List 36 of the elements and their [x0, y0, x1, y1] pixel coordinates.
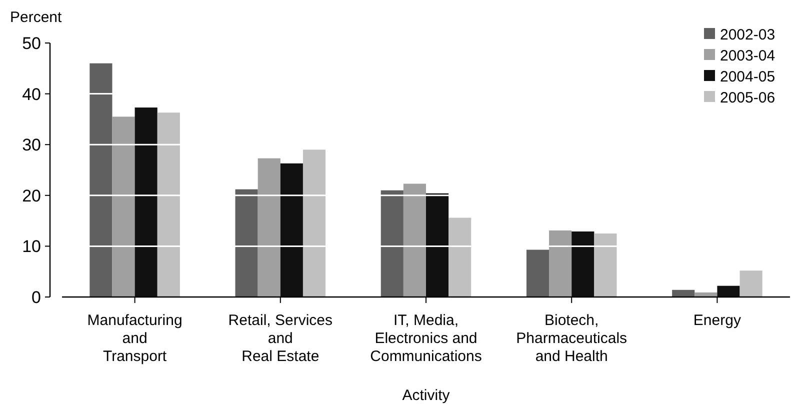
- y-tick-label: 50: [22, 34, 41, 53]
- bar: [134, 108, 158, 297]
- legend-label: 2002-03: [720, 26, 776, 44]
- bar: [672, 290, 695, 297]
- x-tick-label: Retail, Services and Real Estate: [228, 312, 332, 365]
- bar: [280, 163, 303, 297]
- y-tick-label: 0: [32, 288, 41, 307]
- bar: [112, 116, 135, 297]
- bar: [380, 190, 404, 297]
- x-tick-label: Energy: [693, 312, 742, 329]
- bar: [235, 189, 258, 297]
- bar: [157, 112, 180, 297]
- x-axis-title: Activity: [402, 387, 450, 404]
- bar: [526, 250, 550, 297]
- y-tick-label: 20: [22, 186, 41, 206]
- x-tick-label: Biotech, Pharmaceuticals and Health: [516, 312, 628, 365]
- bar: [594, 234, 617, 297]
- y-tick-label: 30: [22, 136, 41, 155]
- bar: [572, 231, 594, 297]
- bar: [740, 270, 762, 297]
- y-tick-label: 40: [22, 84, 41, 104]
- bar: [448, 218, 472, 297]
- y-axis-title: Percent: [10, 9, 63, 26]
- bar: [549, 230, 572, 297]
- bar: [258, 158, 280, 297]
- x-tick-label: IT, Media, Electronics and Communications: [370, 312, 482, 365]
- bar: [302, 150, 326, 297]
- y-tick-label: 10: [22, 237, 41, 256]
- legend-label: 2003-04: [720, 47, 776, 64]
- bar: [717, 286, 740, 297]
- x-tick-label: Manufacturing and Transport: [87, 312, 182, 365]
- legend-label: 2004-05: [720, 68, 776, 86]
- bar: [403, 184, 426, 297]
- bar: [426, 193, 449, 297]
- bar: [90, 63, 112, 297]
- legend-label: 2005-06: [720, 89, 776, 106]
